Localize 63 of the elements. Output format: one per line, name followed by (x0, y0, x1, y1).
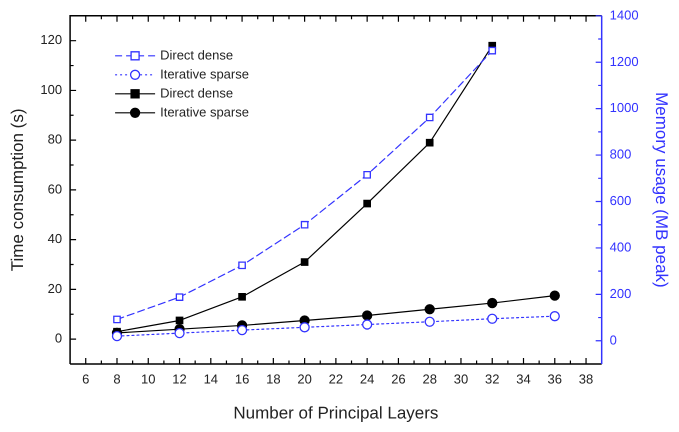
y-tick-label: 80 (48, 132, 62, 147)
point (112, 330, 122, 342)
y-tick-label: 100 (40, 82, 62, 97)
point (174, 328, 185, 338)
x-tick-label: 24 (360, 371, 374, 386)
y-tick-label: 0 (54, 330, 62, 346)
x-tick-label: 20 (297, 371, 312, 386)
point (362, 319, 372, 330)
point (238, 293, 246, 301)
point (487, 314, 498, 324)
point (236, 324, 248, 336)
y-axis-title: Time consumption (s) (8, 108, 27, 272)
point (488, 46, 496, 54)
x-tick-label: 38 (578, 371, 594, 386)
y-tick-label: 60 (48, 181, 62, 196)
legend-label: Direct dense (160, 85, 234, 100)
point (238, 262, 246, 270)
x-tick-label: 30 (454, 371, 468, 386)
x-tick-label: 26 (391, 371, 406, 386)
point (363, 200, 371, 208)
y2-tick-label: 200 (610, 286, 632, 301)
x-tick-label: 34 (516, 371, 531, 386)
x-tick-label: 28 (422, 371, 437, 386)
y-tick-label: 120 (40, 32, 62, 48)
x-tick-label: 12 (172, 371, 187, 386)
point (299, 322, 310, 332)
point (424, 304, 435, 314)
x-tick-label: 8 (113, 371, 121, 386)
point (362, 310, 372, 321)
point (426, 138, 434, 146)
x-tick-label: 6 (82, 371, 90, 386)
point (424, 316, 435, 327)
y2-tick-label: 1200 (610, 54, 639, 69)
x-tick-label: 18 (266, 371, 281, 386)
point (300, 220, 308, 229)
x-tick-label: 14 (204, 371, 218, 386)
point (176, 293, 184, 301)
x-axis-title: Number of Principal Layers (233, 403, 438, 422)
y2-tick-label: 600 (610, 193, 632, 208)
y-tick-label: 40 (48, 231, 62, 246)
y2-tick-label: 800 (610, 146, 632, 162)
point (300, 258, 308, 266)
x-tick-label: 16 (234, 371, 250, 386)
y2-tick-label: 1400 (610, 7, 639, 22)
y2-tick-label: 1000 (610, 100, 639, 116)
point (426, 114, 434, 122)
x-tick-label: 22 (328, 371, 344, 386)
point (550, 311, 560, 322)
y2-tick-label: 400 (610, 240, 632, 255)
y2-tick-label: 0 (610, 332, 617, 348)
point (550, 290, 560, 301)
y2-axis-title: Memory usage (MB peak) (652, 92, 672, 288)
legend-label: Iterative sparse (160, 104, 249, 120)
point (176, 316, 184, 324)
point (487, 298, 498, 308)
legend-label: Direct dense (160, 47, 234, 62)
point (113, 316, 121, 324)
x-tick-label: 36 (548, 371, 562, 386)
x-tick-label: 10 (141, 371, 156, 386)
y-tick-label: 20 (48, 280, 62, 296)
x-tick-label: 32 (485, 371, 500, 386)
point (363, 170, 371, 179)
legend-label: Iterative sparse (160, 66, 249, 82)
